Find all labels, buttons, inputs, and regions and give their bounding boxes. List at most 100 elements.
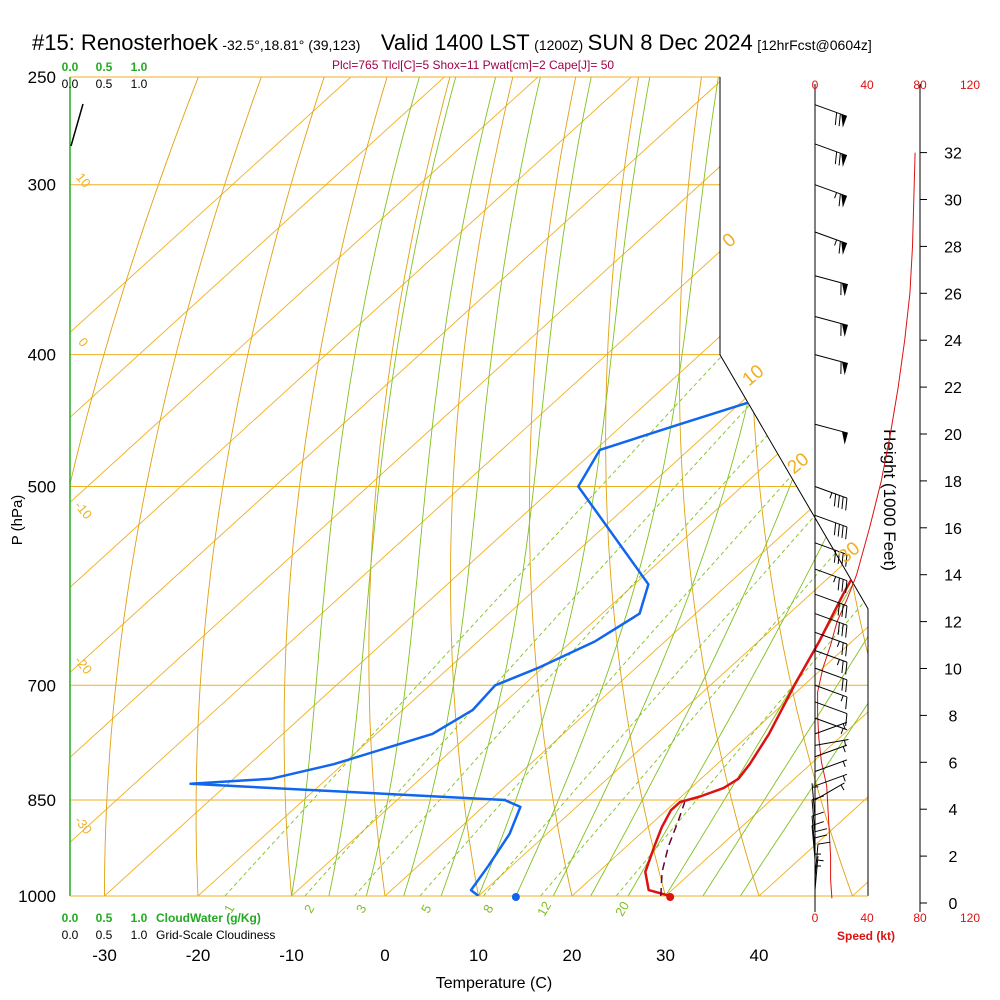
forecast-info: [12hrFcst@0604z] bbox=[757, 37, 872, 53]
wind-barb-flag bbox=[845, 554, 848, 567]
dry-adiabat-label: -10 bbox=[72, 498, 96, 522]
height-tick-label: 2 bbox=[949, 849, 958, 866]
wind-barb-flag bbox=[845, 643, 848, 657]
wind-barb-pennant bbox=[841, 241, 847, 255]
wind-barb bbox=[814, 514, 848, 540]
pressure-tick-label: 1000 bbox=[18, 887, 56, 906]
right-panel: 0246810121416182022242628303200404080801… bbox=[811, 78, 980, 943]
speed-tick-label-bottom: 120 bbox=[960, 911, 980, 925]
moist-adiabat bbox=[365, 77, 497, 896]
wind-barb-staff bbox=[814, 721, 848, 735]
wind-barb-half-flag bbox=[834, 192, 838, 199]
wind-barb-flag bbox=[833, 550, 837, 563]
wind-barb bbox=[814, 631, 848, 657]
cloud-water-scale-bottom: 0.5 bbox=[96, 911, 113, 925]
wind-barb-pennant bbox=[841, 194, 847, 208]
height-tick-label: 22 bbox=[944, 380, 962, 397]
cloud-water-scale-top: 0.5 bbox=[96, 60, 113, 74]
wind-barb bbox=[814, 759, 848, 772]
wind-barb-flag bbox=[838, 153, 841, 166]
pressure-tick-label: 400 bbox=[28, 346, 56, 365]
cloud-water-scale-top: 1.0 bbox=[131, 60, 148, 74]
wind-barb bbox=[814, 739, 849, 747]
wind-barb bbox=[814, 184, 848, 208]
wind-barb bbox=[814, 275, 848, 297]
moist-adiabat bbox=[665, 77, 868, 896]
wind-barb-half-flag bbox=[842, 746, 846, 753]
temperature-tick-label: 0 bbox=[380, 946, 389, 965]
wind-barb-staff bbox=[814, 667, 848, 681]
speed-tick-label-top: 40 bbox=[860, 78, 874, 92]
wind-barb-staff bbox=[814, 423, 848, 434]
wind-barb-flag bbox=[811, 811, 824, 817]
wind-barb-flag bbox=[838, 113, 841, 127]
isotherm bbox=[665, 77, 868, 896]
wind-barb bbox=[814, 593, 848, 619]
height-tick-label: 14 bbox=[944, 568, 962, 585]
dry-adiabat bbox=[195, 77, 325, 896]
dry-adiabat bbox=[283, 77, 388, 896]
wind-barb bbox=[814, 650, 848, 675]
wind-barb-flag bbox=[833, 522, 837, 536]
wind-barb-staff bbox=[814, 684, 848, 698]
speed-tick-label-top: 120 bbox=[960, 78, 980, 92]
wind-barb-staff bbox=[814, 744, 848, 758]
wind-barb bbox=[814, 316, 848, 337]
wind-barb-half-flag bbox=[842, 775, 846, 782]
height-tick-label: 26 bbox=[944, 286, 962, 303]
isotherm bbox=[478, 77, 868, 896]
wind-barb-staff bbox=[814, 514, 848, 528]
wind-barb-flag bbox=[845, 696, 848, 710]
temperature-tick-label: 40 bbox=[750, 946, 769, 965]
cloud-water-label: CloudWater (g/Kg) bbox=[156, 911, 261, 925]
wind-barb-staff bbox=[814, 184, 848, 197]
wind-barb-staff bbox=[811, 799, 816, 834]
wind-barb bbox=[814, 667, 848, 693]
wind-barb-flag bbox=[841, 579, 844, 592]
wind-barb-half-flag bbox=[844, 740, 847, 747]
wind-barb bbox=[814, 486, 848, 511]
wind-barb-half-flag bbox=[817, 859, 824, 862]
height-tick-label: 16 bbox=[944, 521, 962, 538]
wind-barb-half-flag bbox=[829, 492, 833, 499]
height-tick-label: 24 bbox=[944, 333, 962, 350]
height-tick-label: 28 bbox=[944, 239, 962, 256]
dry-adiabat bbox=[528, 77, 577, 896]
wind-barb-flag bbox=[834, 112, 838, 125]
wind-barb bbox=[814, 684, 848, 710]
wind-barb-half-flag bbox=[842, 723, 846, 730]
parcel-path bbox=[660, 801, 686, 896]
wind-barb-flag bbox=[837, 603, 840, 616]
wind-barb-staff bbox=[811, 783, 816, 818]
wind-barb-staff bbox=[814, 542, 848, 555]
temperature-tick-label: 10 bbox=[469, 946, 488, 965]
mixing-ratio-label: 3 bbox=[353, 902, 370, 916]
wind-barb-flag bbox=[834, 151, 838, 165]
wind-barb-flag bbox=[845, 526, 848, 540]
wind-barb bbox=[814, 856, 824, 891]
cloud-water-scale-bottom: 0.0 bbox=[62, 911, 79, 925]
wind-barb-staff bbox=[814, 486, 848, 499]
wind-barb-flag bbox=[838, 193, 841, 207]
wind-barb bbox=[811, 811, 824, 850]
wind-barb bbox=[814, 354, 848, 376]
wind-barb-pennant bbox=[841, 153, 847, 167]
wind-barb bbox=[814, 231, 848, 255]
height-tick-label: 6 bbox=[949, 755, 958, 772]
pressure-tick-label: 700 bbox=[28, 676, 56, 695]
wind-barb-half-flag bbox=[836, 659, 840, 666]
wind-barb-flag bbox=[845, 498, 848, 511]
height-axis-label: Height (1000 Feet) bbox=[880, 429, 899, 571]
speed-tick-label-bottom: 40 bbox=[860, 911, 874, 925]
height-tick-label: 32 bbox=[944, 146, 962, 163]
moist-adiabat bbox=[440, 77, 592, 896]
cloudiness-scale-bottom: 0.0 bbox=[62, 928, 79, 942]
cloudiness-scale-top: 1.0 bbox=[131, 77, 148, 91]
speed-axis-label: Speed (kt) bbox=[837, 929, 895, 943]
mixing-ratio-label: 5 bbox=[418, 902, 435, 916]
height-tick-label: 18 bbox=[944, 474, 962, 491]
wind-barb bbox=[814, 721, 848, 735]
pressure-tick-label: 500 bbox=[28, 478, 56, 497]
cloudiness-scale-bottom: 0.5 bbox=[96, 928, 113, 942]
